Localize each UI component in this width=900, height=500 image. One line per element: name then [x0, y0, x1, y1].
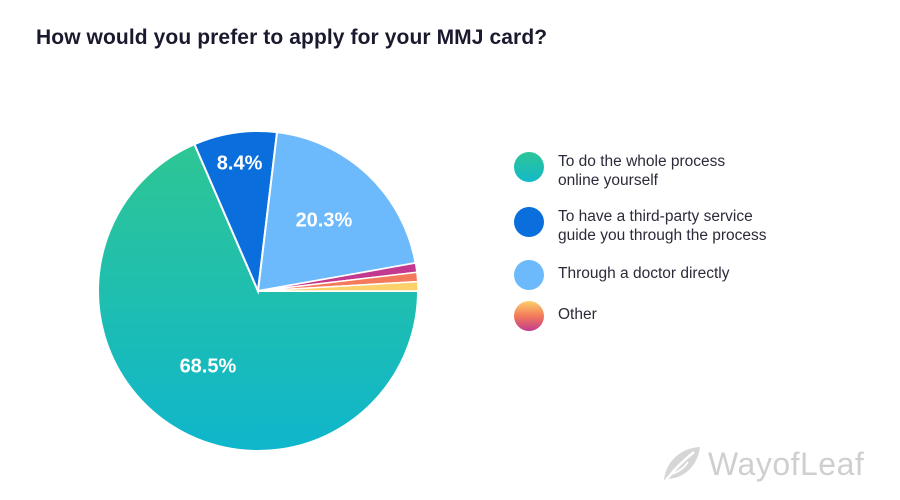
data-label-online: 68.5% — [180, 356, 237, 378]
pie-slice-online — [97, 142, 420, 452]
legend-item-other: Other — [514, 301, 828, 331]
legend-swatch-other — [514, 301, 544, 331]
legend-item-doctor: Through a doctor directly — [514, 260, 828, 290]
leaf-logo-icon — [664, 447, 700, 481]
pie-slice-doctor — [256, 131, 417, 293]
legend-label-third-party: To have a third-party service guide you t… — [558, 208, 767, 244]
data-label-doctor: 20.3% — [296, 210, 353, 232]
legend-label-doctor: Through a doctor directly — [558, 265, 730, 282]
pie-slice-other-part-2 — [257, 280, 419, 292]
legend-swatch-online — [514, 152, 544, 182]
legend-label-online: To do the whole process online yourself — [558, 153, 726, 189]
legend-swatch-third-party — [514, 207, 544, 237]
legend-label-other: Other — [558, 306, 597, 323]
legend-item-third-party: To have a third-party service guide you t… — [514, 207, 828, 245]
legend-item-online: To do the whole process online yourself — [514, 152, 828, 190]
pie-slice-third-party — [193, 130, 279, 295]
chart-title: How would you prefer to apply for your M… — [36, 26, 548, 49]
watermark-text: WayofLeaf — [708, 445, 865, 482]
wayofleaf-watermark: WayofLeaf — [660, 444, 864, 484]
data-label-third-party: 8.4% — [217, 153, 263, 175]
legend-swatch-doctor — [514, 260, 544, 290]
